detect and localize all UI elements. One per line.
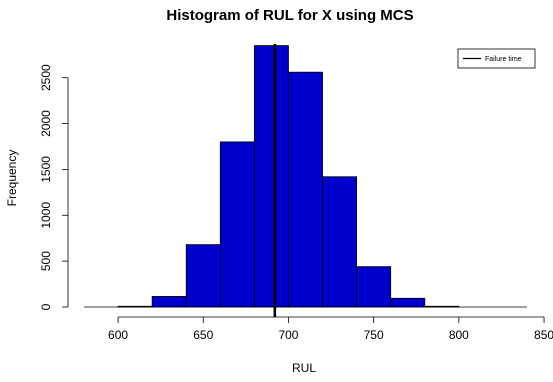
- histogram-bar: [322, 176, 358, 308]
- x-tick-label: 600: [108, 328, 128, 342]
- histogram-bar: [219, 141, 255, 308]
- histogram-bar: [390, 297, 426, 308]
- x-tick-label: 800: [449, 328, 469, 342]
- y-axis-label: Frequency: [5, 150, 19, 207]
- x-tick-label: 700: [278, 328, 298, 342]
- x-tick-label: 850: [534, 328, 553, 342]
- histogram-bar: [185, 244, 221, 308]
- y-tick-label: 1500: [39, 156, 53, 183]
- legend: Failure time: [457, 48, 536, 69]
- x-axis: 600 650 700 750 800 850: [108, 316, 553, 342]
- histogram-bar: [356, 266, 392, 308]
- y-tick-label: 1000: [39, 202, 53, 229]
- histogram-bar: [253, 45, 289, 308]
- legend-label-failure-time: Failure time: [485, 56, 522, 63]
- y-tick-label: 2000: [39, 110, 53, 137]
- y-tick-label: 2500: [39, 64, 53, 91]
- bars-group: [84, 45, 527, 308]
- x-tick-label: 750: [364, 328, 384, 342]
- histogram-bar: [151, 296, 187, 308]
- y-tick-label: 0: [39, 303, 53, 310]
- legend-box: [457, 48, 536, 69]
- histogram-bar: [288, 71, 323, 308]
- x-axis-label: RUL: [292, 361, 316, 375]
- y-tick-label: 500: [39, 251, 53, 271]
- x-tick-label: 650: [193, 328, 213, 342]
- y-axis: 0 500 1000 1500 2000 2500: [39, 64, 69, 310]
- chart-title: Histogram of RUL for X using MCS: [166, 7, 413, 24]
